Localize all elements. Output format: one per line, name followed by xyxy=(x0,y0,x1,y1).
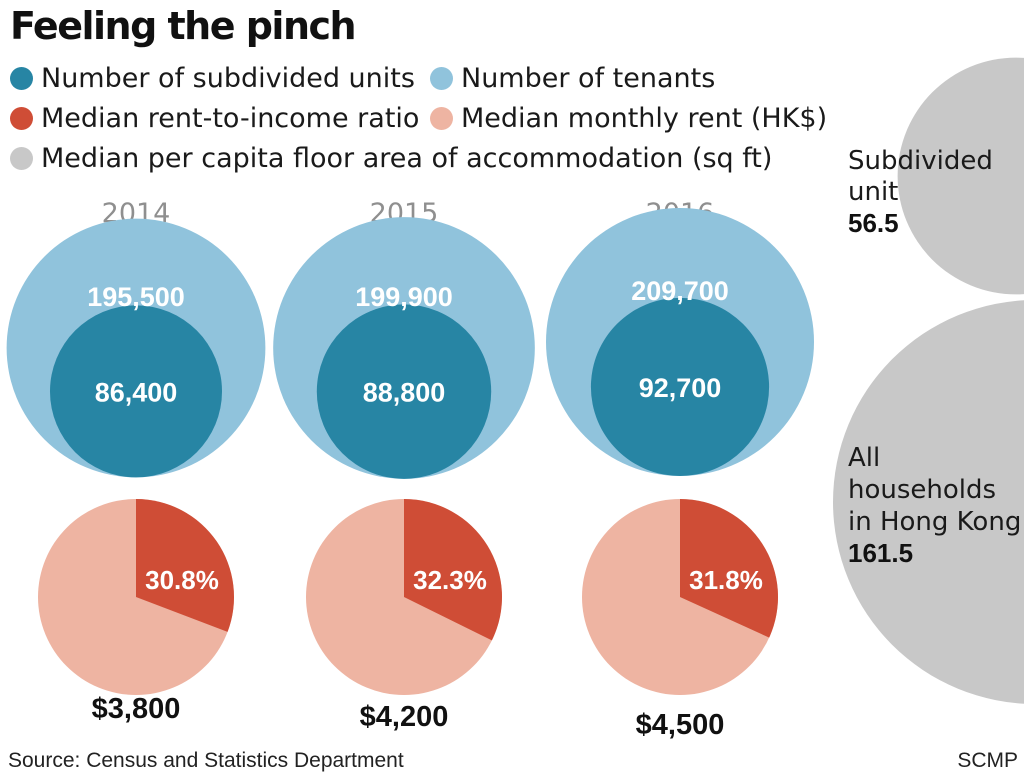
source-note: Source: Census and Statistics Department xyxy=(8,749,404,772)
legend-label-area: Median per capita floor area of accommod… xyxy=(41,143,773,174)
ratio-value-2014: 30.8% xyxy=(145,565,219,595)
units-value-2016: 92,700 xyxy=(639,373,722,403)
rent-value-2016: $4,500 xyxy=(636,709,725,741)
floor-area-label-all-line2: households xyxy=(848,475,996,505)
units-value-2014: 86,400 xyxy=(95,377,178,407)
legend-label-ratio: Median rent-to-income ratio xyxy=(41,103,420,134)
legend-item-tenants: Number of tenants xyxy=(430,63,715,94)
tenants-value-2015: 199,900 xyxy=(355,282,453,312)
ratio-wedge-2014 xyxy=(136,499,234,632)
legend-swatch-ratio xyxy=(10,107,33,130)
legend-item-subdivided-units: Number of subdivided units xyxy=(10,63,415,94)
floor-area-label-subdivided-line2: unit xyxy=(848,177,898,207)
legend-swatch-rent xyxy=(430,107,453,130)
rent-value-2015: $4,200 xyxy=(360,701,449,733)
floor-area-label-all-line1: All xyxy=(848,443,880,473)
credit-label: SCMP xyxy=(957,749,1018,772)
floor-area-value-all: 161.5 xyxy=(848,538,913,568)
rent-value-2014: $3,800 xyxy=(92,693,181,725)
legend-swatch-units xyxy=(10,67,33,90)
floor-area-label-all-line3: in Hong Kong xyxy=(848,507,1021,537)
units-circle-2016 xyxy=(590,297,770,476)
legend-item-rent-ratio: Median rent-to-income ratio xyxy=(10,103,419,134)
legend-swatch-tenants xyxy=(430,67,453,90)
ratio-value-2016: 31.8% xyxy=(689,565,763,595)
legend-label-tenants: Number of tenants xyxy=(461,63,716,94)
floor-area-label-subdivided-line1: Subdivided xyxy=(848,146,993,176)
units-value-2015: 88,800 xyxy=(363,378,446,408)
floor-area-circle-subdivided xyxy=(897,57,1024,295)
legend-label-rent: Median monthly rent (HK$) xyxy=(461,103,828,134)
legend-item-floor-area: Median per capita floor area of accommod… xyxy=(10,143,772,174)
legend-item-monthly-rent: Median monthly rent (HK$) xyxy=(430,103,827,134)
units-circle-2015 xyxy=(316,304,492,479)
chart-title: Feeling the pinch xyxy=(10,4,357,48)
floor-area-value-subdivided: 56.5 xyxy=(848,208,899,238)
ratio-wedge-2015 xyxy=(404,499,502,641)
legend-swatch-area xyxy=(10,147,33,170)
tenants-value-2016: 209,700 xyxy=(631,276,729,306)
tenants-value-2014: 195,500 xyxy=(87,282,185,312)
floor-area-circle-all-households xyxy=(833,300,1024,704)
ratio-value-2015: 32.3% xyxy=(413,565,487,595)
ratio-wedge-2016 xyxy=(680,499,778,638)
units-circle-2014 xyxy=(49,305,223,478)
legend-label-units: Number of subdivided units xyxy=(41,63,415,94)
